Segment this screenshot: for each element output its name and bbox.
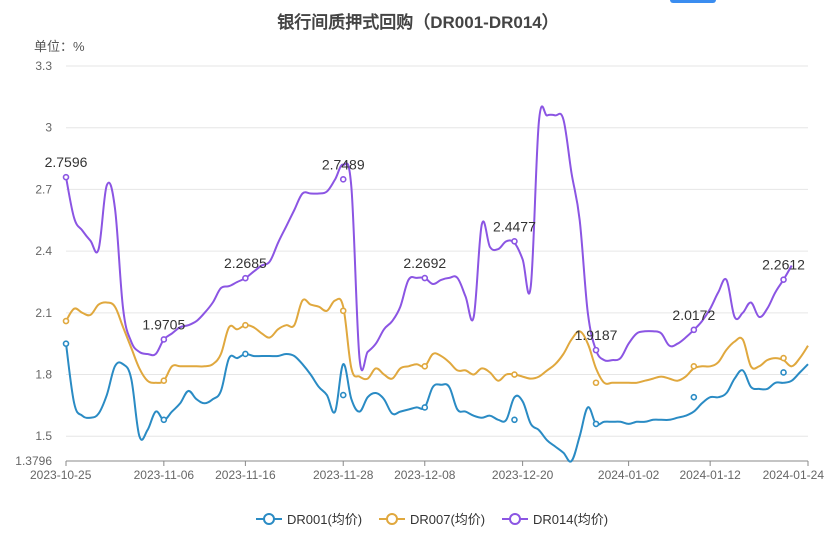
- x-tick-label: 2024-01-02: [598, 468, 660, 482]
- unit-label: 单位：%: [34, 39, 85, 54]
- data-point-marker[interactable]: [592, 420, 600, 428]
- data-point-marker[interactable]: [160, 336, 168, 343]
- data-point-marker[interactable]: [421, 274, 429, 282]
- x-tick-label: 2023-11-16: [215, 468, 276, 482]
- y-tick-label: 2.4: [35, 244, 52, 258]
- data-point-marker[interactable]: [160, 416, 168, 424]
- chart-title: 银行间质押式回购（DR001-DR014）: [277, 13, 559, 32]
- top-accent-bar: [670, 0, 716, 3]
- data-point-marker[interactable]: [511, 416, 518, 424]
- legend-swatch-marker: [509, 513, 521, 525]
- data-point-marker[interactable]: [421, 363, 429, 370]
- data-point-marker[interactable]: [242, 350, 249, 358]
- y-tick-label: 1.8: [35, 368, 52, 382]
- data-point-marker[interactable]: [339, 391, 347, 399]
- data-label: 2.2685: [224, 255, 267, 271]
- x-tick-label: 2023-10-25: [30, 468, 92, 482]
- data-point-marker[interactable]: [780, 276, 787, 283]
- x-tick-label: 2024-01-24: [763, 468, 825, 482]
- data-label: 2.2612: [762, 257, 805, 273]
- series-line-2: [65, 105, 793, 372]
- data-label: 2.0172: [672, 307, 715, 323]
- legend-label: DR007(均价): [410, 512, 485, 527]
- y-tick-label: 3: [45, 121, 52, 135]
- legend-item-2[interactable]: DR014(均价): [502, 512, 608, 527]
- data-label: 1.9187: [575, 327, 618, 343]
- legend-item-0[interactable]: DR001(均价): [256, 512, 362, 527]
- legend-label: DR001(均价): [287, 512, 362, 527]
- legend: DR001(均价) DR007(均价) DR014(均价): [256, 512, 608, 527]
- data-point-marker[interactable]: [421, 404, 429, 411]
- data-point-marker[interactable]: [690, 326, 698, 334]
- data-label: 2.7489: [322, 156, 365, 172]
- data-point-marker[interactable]: [780, 354, 787, 362]
- data-label: 2.7596: [45, 154, 88, 170]
- data-label: 1.9705: [142, 316, 185, 332]
- series-lines: [65, 105, 809, 463]
- data-point-marker[interactable]: [690, 393, 698, 401]
- legend-swatch-marker: [263, 513, 275, 525]
- x-tick-label: 2023-12-08: [394, 468, 456, 482]
- y-axis: 1.3796 1.5 1.8 2.1 2.4 2.7 3 3.3: [15, 59, 52, 468]
- data-point-marker[interactable]: [62, 340, 70, 347]
- data-point-marker[interactable]: [242, 274, 249, 282]
- data-point-marker[interactable]: [780, 369, 787, 376]
- data-point-marker[interactable]: [160, 377, 168, 385]
- x-tick-label: 2023-11-06: [134, 468, 195, 482]
- data-point-marker[interactable]: [242, 321, 249, 329]
- data-label: 2.4477: [493, 218, 536, 234]
- data-point-marker[interactable]: [690, 363, 698, 370]
- x-tick-label: 2024-01-12: [679, 468, 741, 482]
- y-tick-label: 2.7: [35, 182, 52, 196]
- series-line-1: [65, 297, 809, 385]
- data-point-marker[interactable]: [339, 176, 347, 183]
- legend-item-1[interactable]: DR007(均价): [379, 512, 485, 527]
- data-point-marker[interactable]: [62, 317, 70, 325]
- data-point-marker[interactable]: [511, 238, 518, 245]
- y-tick-label: 1.5: [35, 429, 52, 443]
- x-axis: 2023-10-25 2023-11-06 2023-11-16 2023-11-28…: [30, 460, 825, 482]
- y-tick-label: 1.3796: [15, 454, 52, 468]
- x-tick-label: 2023-11-28: [313, 468, 374, 482]
- legend-label: DR014(均价): [533, 512, 608, 527]
- y-tick-label: 2.1: [35, 306, 52, 320]
- data-point-marker[interactable]: [592, 346, 600, 354]
- series-markers: [62, 173, 787, 428]
- data-point-marker[interactable]: [62, 173, 70, 181]
- series-line-0: [65, 343, 809, 463]
- data-point-marker[interactable]: [339, 307, 347, 315]
- x-tick-label: 2023-12-20: [492, 468, 554, 482]
- data-labels: 2.7596 1.9705 2.2685 2.7489 2.2692 2.4477 1.91…: [45, 154, 806, 343]
- data-point-marker[interactable]: [592, 379, 600, 387]
- data-label: 2.2692: [403, 255, 446, 271]
- data-point-marker[interactable]: [511, 371, 518, 378]
- y-tick-label: 3.3: [35, 59, 52, 73]
- legend-swatch-marker: [386, 513, 398, 525]
